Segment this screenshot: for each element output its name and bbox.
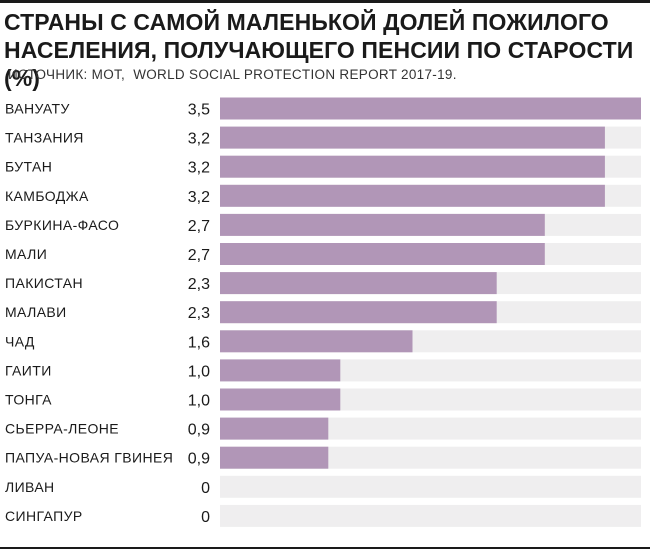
category-label: ПАКИСТАН	[5, 275, 83, 291]
value-label: 1,6	[188, 334, 210, 351]
category-label: СЬЕРРА-ЛЕОНЕ	[5, 421, 119, 437]
bar	[220, 388, 341, 411]
bar	[220, 213, 545, 236]
category-label: ПАПУА-НОВАЯ ГВИНЕЯ	[5, 450, 173, 466]
value-label: 3,2	[188, 189, 210, 206]
bar	[220, 155, 605, 178]
bar	[220, 243, 545, 265]
category-label: БУТАН	[5, 159, 52, 175]
value-label: 2,3	[188, 305, 210, 322]
bar-track	[220, 504, 641, 527]
value-label: 0	[201, 509, 210, 526]
source-note: ИСТОЧНИК: МОТ, WORLD SOCIAL PROTECTION R…	[8, 67, 457, 82]
category-label: КАМБОДЖА	[5, 188, 89, 204]
category-label: ГАИТИ	[5, 362, 52, 378]
chart-title: СТРАНЫ С САМОЙ МАЛЕНЬКОЙ ДОЛЕЙ ПОЖИЛОГО …	[4, 9, 634, 91]
category-label: СИНГАПУР	[5, 508, 83, 524]
value-label: 3,2	[188, 131, 210, 148]
category-label: ЧАД	[5, 333, 35, 349]
bar	[220, 359, 341, 382]
bar	[220, 417, 329, 440]
bar	[220, 272, 497, 295]
bar	[220, 126, 605, 149]
top-rule	[0, 0, 650, 3]
category-label: ТОНГА	[5, 392, 52, 408]
bottom-rule	[0, 547, 650, 549]
category-label: МАЛИ	[5, 246, 47, 262]
value-label: 0,9	[188, 451, 210, 468]
bar	[220, 446, 329, 469]
bar	[220, 184, 605, 207]
value-label: 2,7	[188, 247, 210, 264]
value-label: 1,0	[188, 363, 210, 380]
bar	[220, 97, 641, 120]
category-label: МАЛАВИ	[5, 304, 67, 320]
value-label: 0,9	[188, 422, 210, 439]
bar	[220, 330, 413, 353]
bar-track	[220, 475, 641, 498]
value-label: 0	[201, 480, 210, 497]
value-label: 3,5	[188, 102, 210, 119]
category-label: ВАНУАТУ	[5, 101, 70, 117]
category-label: ЛИВАН	[5, 479, 55, 495]
category-label: БУРКИНА-ФАСО	[5, 217, 119, 233]
bar	[220, 301, 497, 324]
category-label: ТАНЗАНИЯ	[5, 130, 84, 146]
value-label: 2,7	[188, 218, 210, 235]
value-label: 2,3	[188, 276, 210, 293]
value-label: 3,2	[188, 160, 210, 177]
value-label: 1,0	[188, 393, 210, 410]
